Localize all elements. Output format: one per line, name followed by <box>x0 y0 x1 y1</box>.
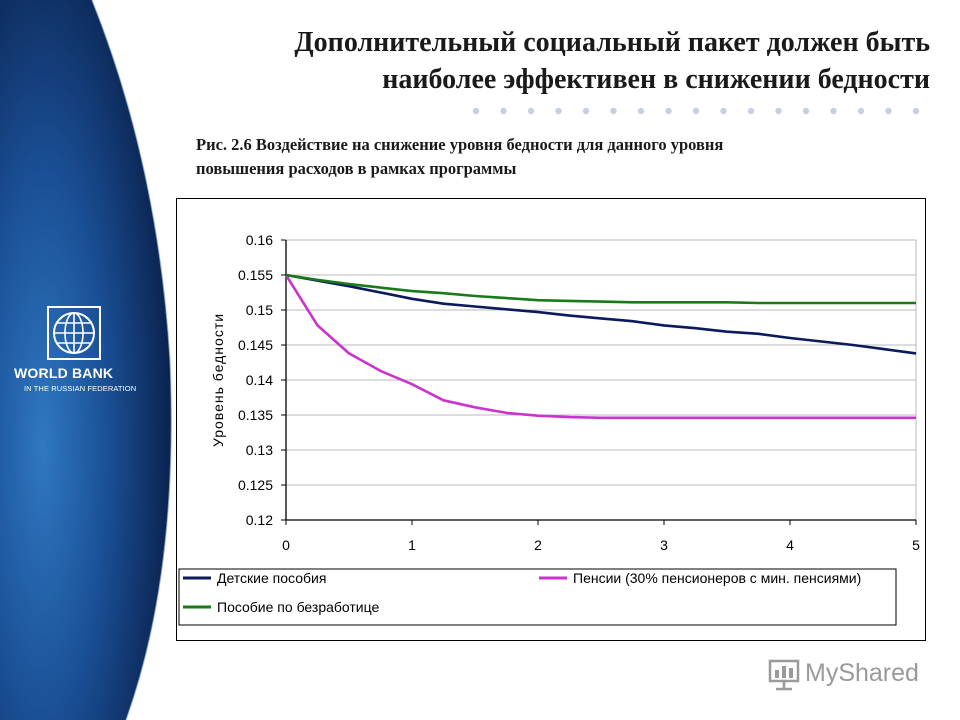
decorative-dots <box>472 107 920 115</box>
world-bank-logo <box>47 306 101 360</box>
decor-dot <box>555 107 562 115</box>
decor-dot <box>472 107 480 115</box>
legend-entry: Пенсии (30% пенсионеров с мин. пенсиями) <box>573 570 861 586</box>
decor-dot <box>775 107 782 115</box>
globe-icon <box>53 312 95 354</box>
y-tick-label: 0.155 <box>238 267 273 283</box>
x-tick-label: 0 <box>282 537 290 553</box>
decor-dot <box>830 107 837 115</box>
y-tick-label: 0.135 <box>238 407 273 423</box>
y-tick-label: 0.125 <box>238 477 273 493</box>
decor-dot <box>582 107 590 115</box>
chart-frame: 0.16 0.155 0.15 0.145 0.14 0.135 0.13 0.125 0.12… <box>176 198 926 641</box>
decor-dot <box>665 107 672 115</box>
decor-dot <box>802 107 810 115</box>
decor-dot <box>912 107 920 115</box>
y-tick-label: 0.12 <box>246 512 273 528</box>
decor-dot <box>747 107 755 115</box>
figure-caption-line2: повышения расходов в рамках программы <box>196 159 517 178</box>
x-tick-label: 1 <box>408 537 416 553</box>
decor-dot <box>885 107 892 115</box>
y-tick-label: 0.14 <box>246 372 273 388</box>
y-tick-label: 0.15 <box>246 302 273 318</box>
legend-box <box>178 568 897 626</box>
line-chart: 0.160.1550.150.1450.140.1350.130.1250.12… <box>178 232 920 626</box>
series-line-3 <box>285 273 916 305</box>
series-line-1 <box>285 273 917 355</box>
decor-dot <box>692 107 700 115</box>
x-tick-label: 4 <box>786 537 794 553</box>
y-tick-label: 0.16 <box>246 232 273 248</box>
legend-entry: Пособие по безработице <box>217 599 379 615</box>
watermark <box>768 659 800 691</box>
legend-entry: Детские пособия <box>217 570 326 586</box>
figure-caption-line1: Рис. 2.6 Воздействие на снижение уровня … <box>196 135 724 154</box>
x-tick-label: 3 <box>660 537 668 553</box>
legend: Детские пособия Пенсии (30% пенсионеров с… <box>178 568 897 626</box>
decor-dot <box>720 107 727 115</box>
decor-dot <box>610 107 617 115</box>
decor-dot <box>857 107 865 115</box>
y-tick-label: 0.13 <box>246 442 273 458</box>
watermark-text: MyShared <box>805 659 919 687</box>
series-line-2 <box>284 274 916 420</box>
slide-title-line2: наиболее эффективен в снижении бедности <box>382 64 930 95</box>
logo-subtitle: IN THE RUSSIAN FEDERATION <box>24 384 137 393</box>
decor-dot <box>527 107 535 115</box>
logo-name: WORLD BANK <box>14 365 114 381</box>
decor-dot <box>500 107 507 115</box>
slide-title: Дополнительный социальный пакет должен б… <box>190 24 930 98</box>
figure-caption: Рис. 2.6 Воздействие на снижение уровня … <box>196 133 916 181</box>
presentation-icon <box>768 659 800 691</box>
x-tick-label: 2 <box>534 537 542 553</box>
y-axis-label: Уровень бедности <box>210 313 226 447</box>
decor-dot <box>637 107 645 115</box>
y-tick-label: 0.145 <box>238 337 273 353</box>
slide-title-line1: Дополнительный социальный пакет должен б… <box>294 27 930 58</box>
x-tick-label: 5 <box>912 537 920 553</box>
